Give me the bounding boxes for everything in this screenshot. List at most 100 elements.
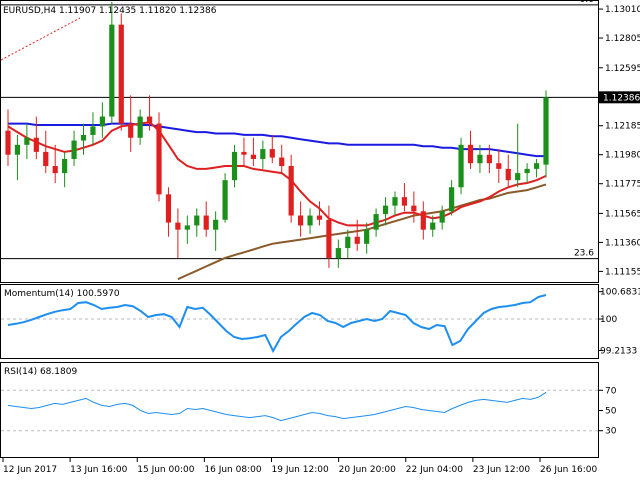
candle-body [543, 97, 549, 165]
candle-body [184, 225, 190, 230]
rsi-tick-label: 30 [605, 427, 617, 437]
candle-body [203, 215, 209, 230]
x-tick-label: 12 Jun 2017 [3, 465, 57, 475]
momentum-tick-label: 100.6831 [600, 288, 640, 298]
candle-body [137, 116, 143, 138]
rsi-panel [0, 362, 599, 458]
candle-body [43, 151, 49, 167]
x-tick-label: 19 Jun 12:00 [272, 465, 329, 475]
candle-body [467, 144, 474, 164]
x-tick-label: 15 Jun 00:00 [137, 465, 194, 475]
current-price-box [599, 91, 640, 104]
candle-body [458, 144, 464, 188]
candle-body [33, 137, 39, 152]
candle-body [52, 166, 58, 174]
price-tick-label: 1.11775 [605, 180, 640, 190]
candle-body [449, 187, 455, 212]
price-tick-label: 1.12805 [605, 34, 640, 44]
candle-body [420, 211, 426, 230]
momentum-tick-label: 99.2133 [600, 346, 637, 356]
candle-body [373, 214, 379, 230]
candle-body [71, 140, 77, 159]
x-tick-label: 23 Jun 12:00 [473, 465, 530, 475]
candle-body [533, 163, 540, 169]
candle-body [354, 236, 360, 244]
current-price-label: 1.12386 [603, 93, 640, 103]
candle-body [241, 151, 247, 155]
candle-body [335, 248, 341, 258]
rsi-line [7, 391, 547, 422]
fib-level-label: 0.0 [580, 0, 595, 5]
candle-body [24, 137, 30, 145]
candle-body [99, 116, 105, 127]
candle-body [326, 219, 332, 258]
price-tick-label: 1.12595 [605, 64, 640, 74]
rsi-tick-label: 70 [605, 386, 617, 396]
candle-body [14, 144, 21, 155]
candle-body [401, 197, 408, 206]
candle-body [80, 134, 87, 141]
price-tick-label: 1.11155 [605, 267, 640, 277]
candle-body [382, 205, 389, 215]
candle-body [496, 163, 502, 169]
dashed-trendline [0, 17, 81, 61]
candle-body [307, 215, 313, 226]
candle-body [288, 166, 294, 216]
candle-body [222, 180, 228, 220]
x-tick-label: 26 Jun 16:00 [540, 465, 597, 475]
candle-body [392, 197, 398, 206]
momentum-line [7, 294, 547, 354]
rsi-title: RSI(14) 68.1809 [4, 367, 77, 377]
candle-body [515, 173, 521, 181]
x-tick-label: 20 Jun 20:00 [339, 465, 396, 475]
candle-body [156, 123, 162, 195]
candle-body [430, 222, 436, 230]
price-tick-label: 1.11565 [605, 209, 640, 219]
fib-level-label: 23.6 [574, 249, 594, 259]
price-tick-label: 1.13010 [605, 5, 640, 15]
x-tick-label: 16 Jun 08:00 [204, 465, 261, 475]
momentum-title: Momentum(14) 100.5970 [4, 289, 120, 299]
candle-body [146, 116, 153, 124]
candle-body [477, 154, 483, 164]
candle-body [250, 154, 256, 159]
price-tick-label: 1.11980 [605, 151, 640, 161]
candle-body [5, 130, 11, 155]
rsi-layer [1, 389, 598, 432]
candle-body [279, 157, 285, 167]
candle-body [298, 215, 304, 226]
momentum-tick-label: 100 [600, 315, 617, 325]
rsi-tick-label: 50 [605, 407, 617, 417]
candle-body [505, 168, 511, 181]
candle-body [524, 168, 530, 174]
candle-body [316, 215, 323, 220]
candle-body [175, 222, 181, 230]
candle-body [345, 236, 351, 249]
candle-body [90, 126, 96, 135]
candle-body [439, 211, 445, 223]
candle-body [165, 194, 172, 223]
ma-blue-line [8, 122, 546, 158]
x-tick-label: 22 Jun 04:00 [406, 465, 463, 475]
axis-layer: 1.130101.128051.125951.123851.121851.119… [2, 5, 640, 475]
candle-body [213, 219, 219, 230]
candle-body [194, 215, 200, 226]
candle-body [62, 158, 68, 174]
price-layer: 0.0 23.6 [0, 0, 598, 281]
x-tick-label: 13 Jun 16:00 [70, 465, 127, 475]
price-tick-label: 1.12185 [605, 122, 640, 132]
candle-body [364, 229, 370, 244]
candle-body [231, 151, 238, 181]
candle-body [118, 24, 124, 124]
price-tick-label: 1.11360 [605, 238, 640, 248]
ma-red-line [7, 121, 547, 227]
momentum-layer [1, 294, 598, 354]
candle-body [109, 24, 115, 117]
candle-body [269, 149, 275, 158]
candle-body [486, 154, 492, 164]
chart-title: EURUSD,H4 1.11907 1.12435 1.11820 1.1238… [3, 6, 217, 16]
candle-body [260, 149, 266, 159]
candle-body [411, 205, 417, 212]
candle-body [128, 123, 134, 138]
